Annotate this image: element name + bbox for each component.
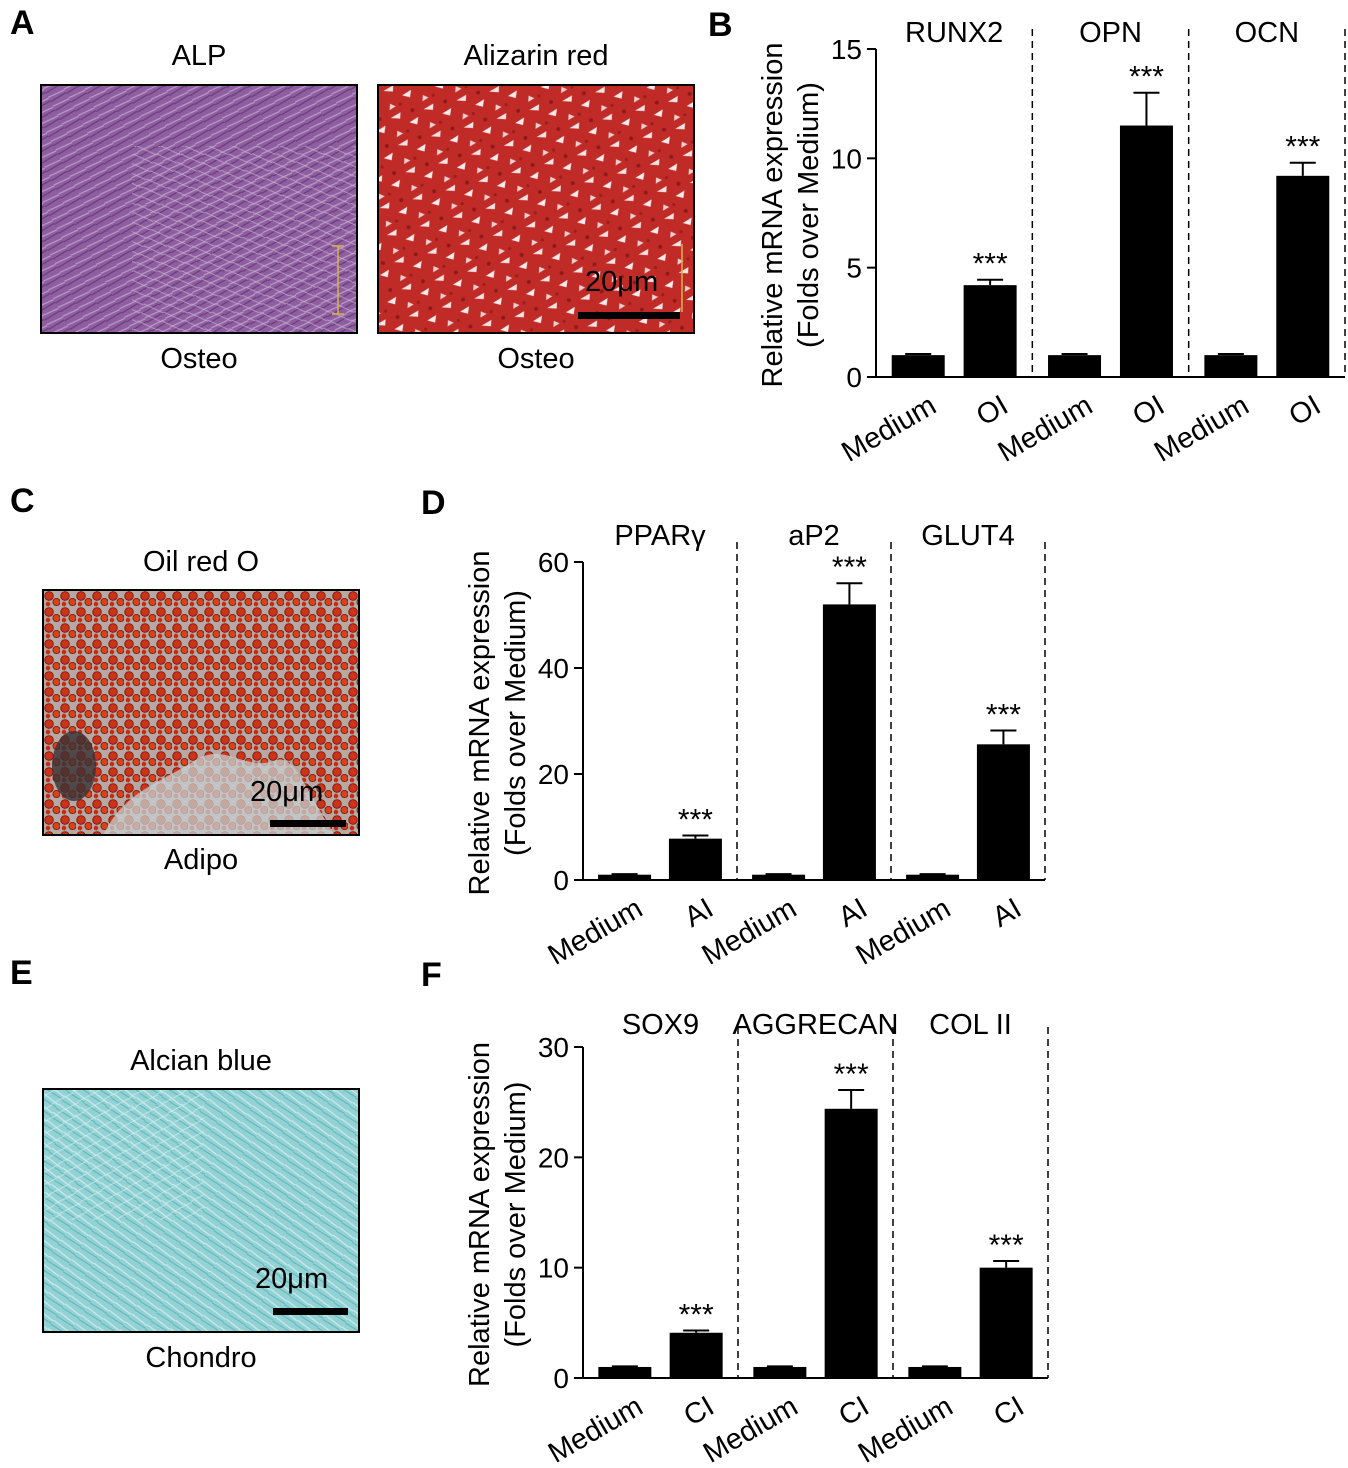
chart-b-bar-1-0 bbox=[1048, 355, 1102, 377]
chart-b-y-tick-label-3: 15 bbox=[831, 34, 862, 65]
chart-d-gene-label-2: GLUT4 bbox=[921, 520, 1014, 552]
alp-title: ALP bbox=[171, 40, 227, 72]
chart-d-sig-0-1: *** bbox=[678, 803, 713, 836]
alcian-stain-image bbox=[42, 1088, 360, 1333]
chart-d-category-label-0-1: AI bbox=[679, 892, 719, 933]
chart-f-panel-letter: F bbox=[421, 956, 442, 994]
oilred-scale-bar bbox=[270, 820, 346, 827]
chart-f-y-label: Relative mRNA expression bbox=[464, 1042, 496, 1387]
chart-d-y-tick-label-2: 40 bbox=[538, 653, 569, 684]
chart-b-sig-2-1: *** bbox=[1285, 131, 1320, 164]
chart-d-panel-letter: D bbox=[421, 484, 446, 522]
chart-f-category-label-2-1: CI bbox=[989, 1390, 1030, 1432]
chart-d-y-tick-label-0: 0 bbox=[553, 865, 569, 896]
chart-f-gene-label-2: COL II bbox=[929, 1009, 1012, 1041]
chart-f-y-tick-label-1: 10 bbox=[538, 1253, 569, 1284]
chart-f-category-label-2-0: Medium bbox=[853, 1390, 958, 1468]
chart-f-bar-2-1 bbox=[979, 1267, 1033, 1378]
chart-b-bar-1-1 bbox=[1119, 125, 1173, 378]
chart-d-category-label-2-1: AI bbox=[987, 892, 1027, 933]
chart-f-bar-1-1 bbox=[824, 1108, 878, 1378]
chart-f-category-label-1-1: CI bbox=[834, 1390, 875, 1432]
chart-f-sig-2-1: *** bbox=[989, 1229, 1024, 1262]
chart-d-sig-1-1: *** bbox=[832, 551, 867, 584]
chart-b-bar-2-0 bbox=[1204, 355, 1258, 377]
chart-b-category-label-0-0: Medium bbox=[836, 389, 941, 468]
chart-d-bar-2-0 bbox=[906, 874, 960, 880]
alp-stain-image bbox=[40, 84, 358, 334]
chart-f-bar-0-0 bbox=[598, 1366, 652, 1378]
chart-b-category-label-2-0: Medium bbox=[1149, 389, 1254, 468]
chart-d-category-label-1-1: AI bbox=[833, 892, 873, 933]
chart-d-y-label: Relative mRNA expression bbox=[464, 551, 496, 896]
alizarin-title: Alizarin red bbox=[463, 40, 609, 72]
chart-f-y-tick-label-0: 0 bbox=[553, 1363, 569, 1394]
chart-d-bar-1-1 bbox=[822, 604, 876, 880]
chart-f-category-label-0-0: Medium bbox=[543, 1390, 648, 1468]
chart-b-sig-0-1: *** bbox=[973, 248, 1008, 281]
alcian-scale-label: 20μm bbox=[255, 1263, 329, 1295]
alizarin-caption: Osteo bbox=[497, 343, 575, 375]
chart-b-bar-0-1 bbox=[963, 285, 1017, 377]
chart-d-bar-1-0 bbox=[752, 874, 806, 880]
chart-b-gene-label-1: OPN bbox=[1079, 17, 1142, 49]
chart-b-bar-0-0 bbox=[891, 355, 945, 377]
chart-b-gene-label-0: RUNX2 bbox=[905, 17, 1003, 49]
chart-b-bar-2-1 bbox=[1276, 175, 1330, 377]
chart-d-bar-0-1 bbox=[668, 838, 722, 880]
chart-f-sig-0-1: *** bbox=[679, 1299, 714, 1332]
chart-d-category-label-1-0: Medium bbox=[697, 892, 802, 971]
chart-f-category-label-1-0: Medium bbox=[698, 1390, 803, 1468]
chart-f-gene-label-1: AGGRECAN bbox=[733, 1009, 899, 1041]
chart-b-y-tick-label-2: 10 bbox=[831, 143, 862, 174]
chart-d-category-label-0-0: Medium bbox=[543, 892, 648, 971]
oilred-scale-label: 20μm bbox=[250, 776, 324, 808]
chart-b-category-label-2-1: OI bbox=[1284, 389, 1327, 432]
chart-b-panel-letter: B bbox=[708, 6, 733, 44]
alcian-scale-bar bbox=[273, 1308, 348, 1315]
chart-b-gene-label-2: OCN bbox=[1235, 17, 1299, 49]
chart-f-gene-label-0: SOX9 bbox=[622, 1009, 699, 1041]
alizarin-stain-image bbox=[377, 84, 695, 334]
oilred-caption: Adipo bbox=[163, 844, 239, 876]
panel-letter-c: C bbox=[10, 482, 35, 520]
chart-d-bar-0-0 bbox=[598, 874, 652, 880]
chart-b-sig-1-1: *** bbox=[1129, 61, 1164, 94]
chart-f-y-tick-label-2: 20 bbox=[538, 1142, 569, 1173]
chart-b-y-label: Relative mRNA expression bbox=[757, 43, 789, 388]
chart-f-bar-1-0 bbox=[753, 1366, 807, 1378]
chart-b-category-label-1-1: OI bbox=[1127, 389, 1170, 432]
chart-d-y-label-2: (Folds over Medium) bbox=[500, 590, 532, 856]
oilred-stain-image bbox=[42, 589, 360, 836]
alcian-caption: Chondro bbox=[145, 1342, 257, 1374]
chart-d-bar-2-1 bbox=[976, 744, 1030, 880]
alizarin-scale-bar bbox=[578, 312, 680, 319]
chart-b-category-label-1-0: Medium bbox=[993, 389, 1098, 468]
chart-f-sig-1-1: *** bbox=[834, 1058, 869, 1091]
chart-f-category-label-0-1: CI bbox=[679, 1390, 720, 1432]
alizarin-scale-label: 20μm bbox=[585, 266, 659, 298]
chart-d-gene-label-0: PPARγ bbox=[614, 520, 706, 552]
chart-d-gene-label-1: aP2 bbox=[788, 520, 840, 552]
chart-d-category-label-2-0: Medium bbox=[851, 892, 956, 971]
chart-b-category-label-0-1: OI bbox=[971, 389, 1014, 432]
chart-d-y-tick-label-1: 20 bbox=[538, 759, 569, 790]
chart-f-y-tick-label-3: 30 bbox=[538, 1032, 569, 1063]
alcian-title: Alcian blue bbox=[130, 1045, 272, 1077]
chart-f-bar-2-0 bbox=[908, 1366, 962, 1378]
chart-d-sig-2-1: *** bbox=[986, 699, 1021, 732]
alp-caption: Osteo bbox=[160, 343, 238, 375]
chart-b-y-tick-label-1: 5 bbox=[846, 253, 862, 284]
chart-f-bar-0-1 bbox=[669, 1332, 723, 1378]
oilred-title: Oil red O bbox=[142, 546, 260, 578]
chart-b-y-tick-label-0: 0 bbox=[846, 362, 862, 393]
chart-f-y-label-2: (Folds over Medium) bbox=[500, 1082, 532, 1348]
chart-d-y-tick-label-3: 60 bbox=[538, 547, 569, 578]
chart-b-y-label-2: (Folds over Medium) bbox=[793, 82, 825, 348]
panel-letter-e: E bbox=[10, 954, 33, 992]
panel-letter-a: A bbox=[10, 4, 35, 42]
